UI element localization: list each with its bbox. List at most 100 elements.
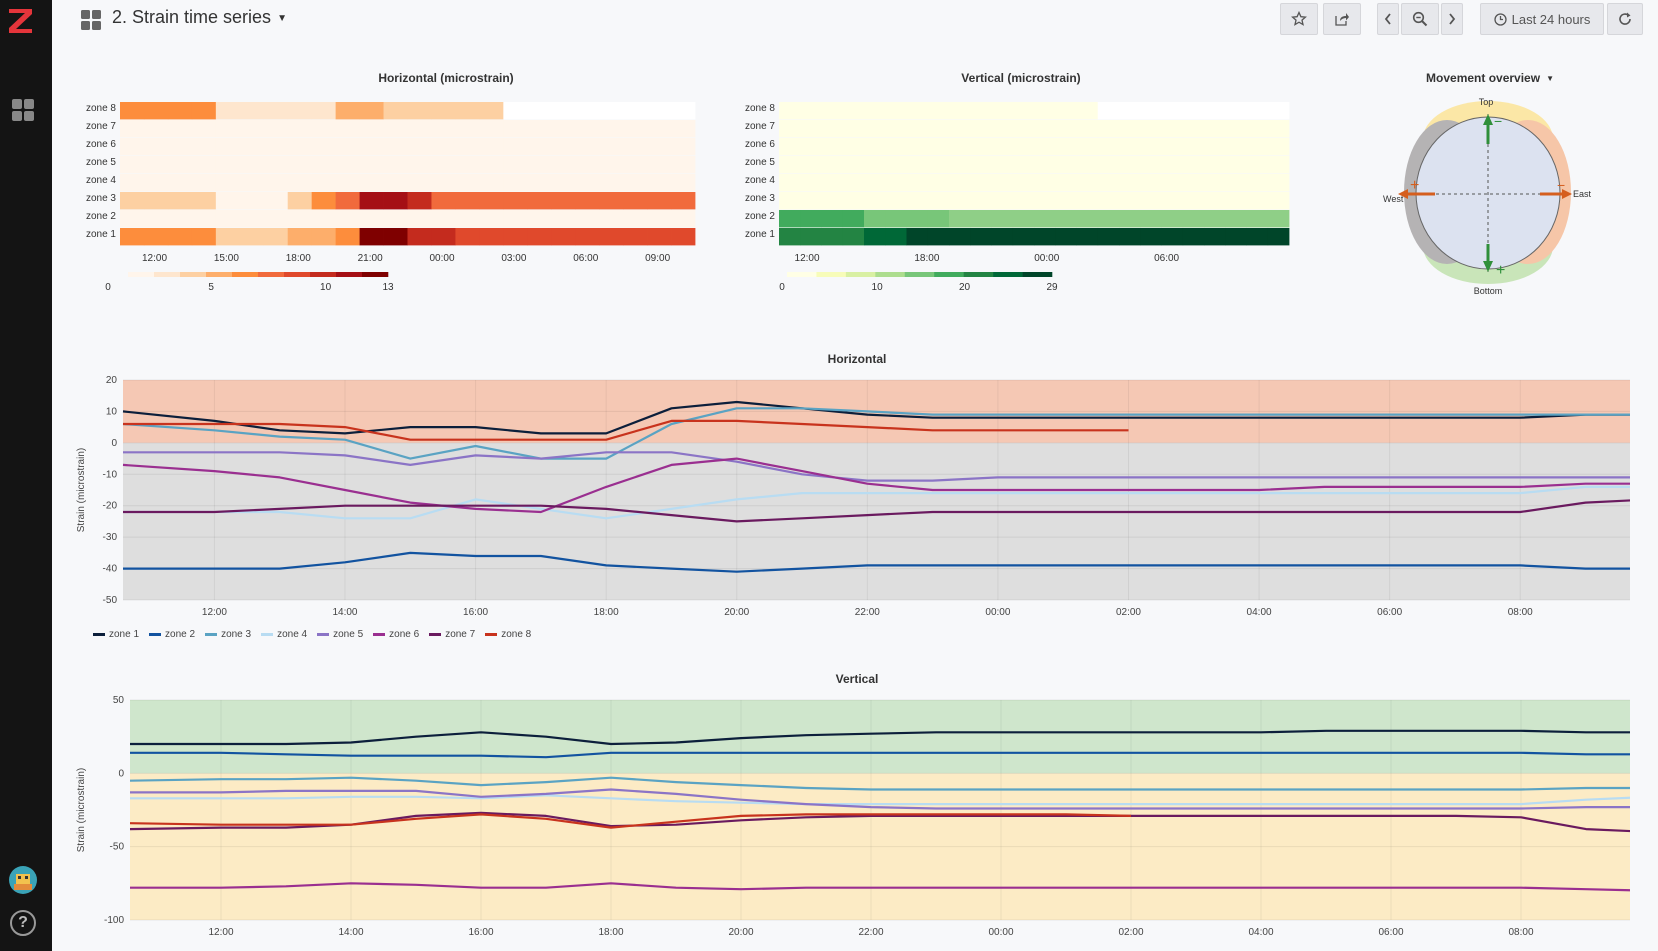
heatmap-cell: [1012, 156, 1035, 174]
heatmap-cell: [1076, 228, 1099, 246]
star-button[interactable]: [1280, 3, 1318, 35]
heatmap-cell: [239, 156, 265, 174]
series-line-zone-8[interactable]: [123, 419, 1129, 441]
threshold-band: [123, 442, 1630, 600]
heatmap-cell: [927, 102, 950, 120]
heatmap-cell: [383, 174, 408, 192]
legend-item[interactable]: zone 5: [317, 629, 363, 640]
heatmap-cell: [1204, 102, 1226, 120]
heatmap-cell: [407, 138, 432, 156]
y-axis-label: Strain (microstrain): [76, 448, 87, 532]
share-button[interactable]: [1323, 3, 1361, 35]
heatmap-cell: [800, 120, 822, 138]
series-line-zone-2[interactable]: [123, 551, 1630, 573]
heatmap-cell: [1140, 228, 1162, 246]
heatmap-cell: [821, 102, 844, 120]
heatmap-cell: [623, 228, 648, 246]
time-back-button[interactable]: [1377, 3, 1399, 35]
heatmap-cell: [1119, 210, 1141, 228]
heatmap-cell: [287, 102, 313, 120]
series-line-zone-6[interactable]: [122, 457, 1630, 514]
heatmap-cell: [455, 138, 480, 156]
series-line-zone-2[interactable]: [130, 751, 1630, 759]
heatmap-cell: [143, 138, 169, 156]
movement-overview-title[interactable]: Movement overview ▼: [1426, 71, 1554, 85]
heatmap-cell: [1246, 102, 1269, 120]
heatmap-vertical: zone 8 zone 7 zone 6 zone 5 zone 4 zone 3 zone…: [745, 102, 1290, 292]
zoom-out-button[interactable]: [1401, 3, 1439, 35]
heatmap-cell: [551, 210, 576, 228]
heatmap-cell: [120, 156, 145, 174]
series-line-zone-7[interactable]: [129, 811, 1630, 841]
time-range-picker[interactable]: Last 24 hours: [1480, 3, 1604, 35]
heatmap-cell: [1034, 156, 1056, 174]
heatmap-cell: [1246, 156, 1269, 174]
heatmap-cell: [287, 192, 313, 210]
scale-segment: [904, 272, 935, 277]
heatmap-cell: [1012, 174, 1035, 192]
dashboards-icon[interactable]: [11, 98, 35, 122]
series-line-zone-8[interactable]: [129, 813, 1132, 829]
legend-item[interactable]: zone 3: [205, 629, 251, 640]
heatmap-cell: [263, 138, 289, 156]
heatmap-cell: [239, 138, 265, 156]
y-tick-label: -50: [110, 842, 125, 853]
legend-item[interactable]: zone 2: [149, 629, 195, 640]
legend-item[interactable]: zone 6: [373, 629, 419, 640]
legend-label: zone 5: [333, 629, 364, 640]
refresh-button[interactable]: [1607, 3, 1643, 35]
series-line-zone-5[interactable]: [123, 451, 1630, 483]
heatmap-cell: [1182, 120, 1205, 138]
series-line-zone-5[interactable]: [130, 788, 1630, 810]
heatmap-cell: [167, 156, 193, 174]
help-icon[interactable]: ?: [10, 910, 36, 936]
x-tick-label: 04:00: [1247, 607, 1272, 618]
heatmap-x-tick: 12:00: [142, 253, 167, 264]
heatmap-cell: [800, 138, 822, 156]
heatmap-cell: [455, 102, 480, 120]
series-line-zone-4[interactable]: [123, 484, 1630, 520]
time-forward-button[interactable]: [1441, 3, 1463, 35]
series-line-zone-1[interactable]: [122, 400, 1630, 435]
dashboard-title[interactable]: 2. Strain time series ▼: [112, 7, 287, 27]
series-line-zone-1[interactable]: [130, 729, 1630, 746]
dashboard-grid-icon[interactable]: [80, 9, 102, 31]
heatmap-cell: [906, 210, 929, 228]
heatmap-cell: [311, 192, 337, 210]
heatmap-cell: [479, 102, 504, 120]
heatmap-cell: [1161, 174, 1184, 192]
heatmap-cell: [455, 228, 480, 246]
top-arrow-head: [1483, 114, 1493, 125]
heatmap-cell: [779, 174, 801, 192]
threshold-band: [130, 700, 1630, 774]
legend-item[interactable]: zone 7: [429, 629, 475, 640]
heatmap-cell: [864, 138, 886, 156]
avatar[interactable]: [9, 866, 37, 894]
legend-item[interactable]: zone 1: [93, 629, 139, 640]
legend-item[interactable]: zone 4: [261, 629, 307, 640]
heatmap-cell: [191, 228, 217, 246]
heatmap-cell: [1246, 138, 1269, 156]
series-line-zone-6[interactable]: [130, 876, 1630, 892]
heatmap-cell: [1097, 138, 1120, 156]
series-line-zone-3[interactable]: [122, 407, 1630, 460]
series-line-zone-7[interactable]: [123, 499, 1630, 531]
heatmap-cell: [1246, 228, 1269, 246]
heatmap-cell: [647, 174, 672, 192]
logo-icon[interactable]: [5, 4, 37, 36]
heatmap-cell: [215, 192, 241, 210]
heatmap-cell: [671, 210, 696, 228]
heatmap-cell: [779, 210, 801, 228]
heatmap-row-label: zone 5: [86, 157, 116, 168]
heatmap-cell: [970, 210, 992, 228]
heatmap-cell: [527, 228, 552, 246]
series-line-zone-4[interactable]: [130, 794, 1630, 806]
heatmap-cell: [599, 138, 624, 156]
heatmap-row-label: zone 1: [745, 229, 775, 240]
series-line-zone-3[interactable]: [129, 776, 1630, 791]
legend-label: zone 2: [165, 629, 196, 640]
heatmap-cell: [120, 120, 145, 138]
legend-item[interactable]: zone 8: [485, 629, 531, 640]
heatmap-cell: [575, 192, 600, 210]
heatmap-cell: [1012, 192, 1035, 210]
